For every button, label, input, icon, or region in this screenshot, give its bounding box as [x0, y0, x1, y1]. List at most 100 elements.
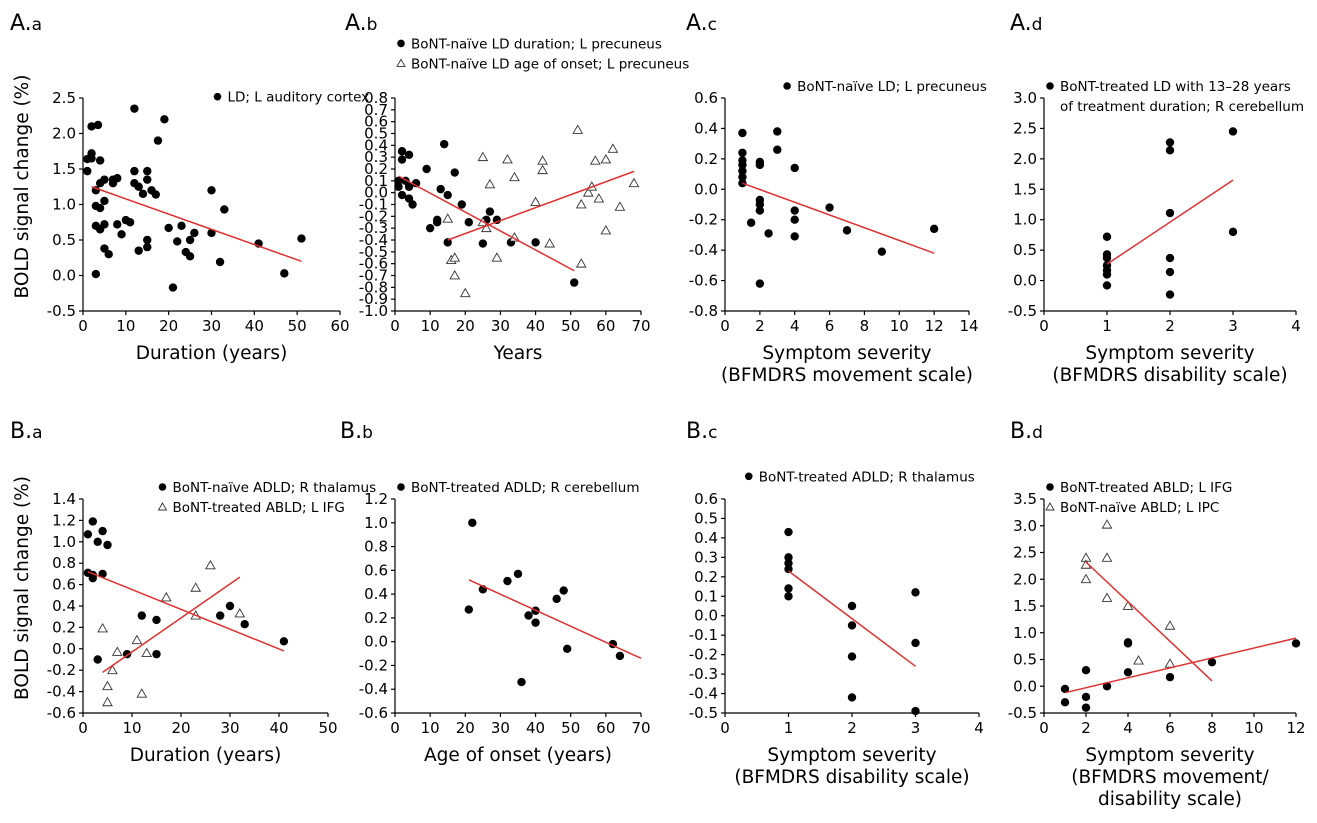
data-point — [137, 611, 146, 620]
data-point — [600, 225, 612, 235]
data-point — [225, 601, 235, 611]
trend-line — [102, 576, 241, 673]
data-point — [1102, 253, 1112, 263]
data-point — [877, 247, 887, 256]
data-point — [87, 122, 96, 131]
data-point — [480, 222, 492, 233]
y-tick-label: -0.1 — [359, 196, 388, 214]
x-tick-label: 30 — [491, 719, 510, 737]
y-tick-label: 0.1 — [364, 172, 388, 190]
legend-marker-filled — [1046, 82, 1054, 90]
y-tick-label: 1.5 — [52, 160, 76, 178]
x-tick-label: 2 — [755, 317, 765, 335]
trend-line — [788, 570, 916, 667]
x-axis-label: Age of onset (years) — [424, 745, 612, 766]
data-point — [1102, 682, 1112, 691]
y-axis-label: BOLD signal change (%) — [12, 476, 33, 700]
panel-label: B.b — [340, 419, 373, 444]
data-point — [297, 234, 306, 243]
data-point — [1101, 519, 1113, 529]
data-point — [397, 190, 407, 200]
x-tick-label: 12 — [925, 317, 944, 335]
data-point — [1080, 573, 1092, 584]
data-point — [97, 622, 108, 633]
data-point — [1123, 668, 1133, 677]
data-point — [484, 178, 496, 189]
y-tick-label: 1.0 — [364, 514, 388, 532]
data-point — [1060, 698, 1070, 707]
data-point — [397, 147, 407, 156]
data-point — [464, 218, 473, 227]
x-tick-label: 4 — [1291, 317, 1301, 335]
data-point — [130, 104, 139, 113]
y-tick-label: -0.1 — [689, 626, 718, 644]
data-point — [464, 605, 473, 614]
legend-marker-open — [1045, 502, 1055, 511]
trend-line — [91, 186, 302, 263]
x-tick-label: 20 — [159, 317, 178, 335]
data-point — [589, 155, 601, 165]
data-point — [1164, 620, 1176, 630]
data-point — [143, 242, 152, 252]
legend-entry: BoNT-treated LD with 13–28 years — [1060, 79, 1291, 95]
y-tick-label: -0.5 — [359, 243, 388, 261]
x-tick-label: 50 — [288, 317, 307, 335]
data-point — [93, 120, 103, 130]
series-filled — [464, 518, 625, 687]
y-tick-label: -0.5 — [1008, 704, 1037, 722]
x-tick-label: 70 — [631, 719, 650, 737]
x-tick-label: 2 — [1081, 719, 1091, 737]
data-point — [1165, 672, 1175, 682]
data-point — [491, 252, 503, 262]
y-tick-label: 2.5 — [1013, 544, 1037, 562]
x-tick-label: 6 — [825, 317, 835, 335]
data-point — [1165, 290, 1175, 299]
data-point — [911, 588, 920, 597]
data-point — [1165, 253, 1175, 263]
x-tick-label: 4 — [974, 719, 984, 737]
x-tick-label: 10 — [421, 317, 440, 335]
legend-marker-filled — [1046, 483, 1054, 491]
data-point — [552, 594, 561, 604]
x-axis-label: Years — [493, 343, 543, 364]
y-tick-label: 2.0 — [1013, 150, 1037, 168]
data-point — [738, 148, 747, 157]
legend-marker-filled — [213, 92, 222, 101]
y-tick-label: -0.2 — [47, 661, 76, 679]
y-tick-label: 0.5 — [694, 509, 718, 527]
data-point — [136, 688, 148, 698]
x-tick-label: 14 — [959, 317, 978, 335]
y-tick-label: -0.4 — [359, 231, 388, 249]
data-point — [1101, 592, 1113, 602]
y-tick-label: 3.0 — [1013, 517, 1037, 535]
y-tick-label: 1.5 — [1013, 597, 1037, 615]
data-point — [1081, 692, 1091, 702]
data-point — [125, 218, 135, 227]
y-tick-label: 0.6 — [364, 113, 388, 131]
y-tick-label: 0.5 — [1013, 241, 1037, 259]
y-tick-label: -0.6 — [689, 272, 718, 290]
y-tick-label: -0.7 — [359, 267, 388, 285]
panel-label: B.d — [1010, 419, 1043, 444]
y-tick-label: 0.2 — [694, 150, 718, 168]
legend: BoNT-treated ADLD; R thalamus — [744, 469, 975, 485]
data-point — [91, 269, 101, 279]
data-point — [160, 115, 169, 124]
x-axis-label: Duration (years) — [130, 745, 282, 766]
x-tick-label: 2 — [847, 719, 857, 737]
legend: BoNT-naïve ADLD; R thalamus BoNT-treated … — [157, 480, 376, 516]
panel-label: B.a — [10, 419, 43, 444]
data-point — [111, 646, 123, 656]
legend-entry: BoNT-naïve LD; L precuneus — [797, 79, 987, 95]
x-tick-label: 0 — [720, 719, 730, 737]
y-tick-label: -0.6 — [359, 704, 388, 722]
y-tick-label: 0.4 — [694, 529, 718, 547]
data-point — [151, 190, 161, 199]
data-point — [575, 198, 587, 209]
y-tick-label: 0.5 — [364, 125, 388, 143]
x-tick-label: 3 — [911, 719, 921, 737]
x-tick-label: 20 — [456, 719, 475, 737]
data-point — [738, 172, 747, 182]
y-tick-label: 2.5 — [52, 89, 76, 107]
data-point — [215, 257, 225, 267]
